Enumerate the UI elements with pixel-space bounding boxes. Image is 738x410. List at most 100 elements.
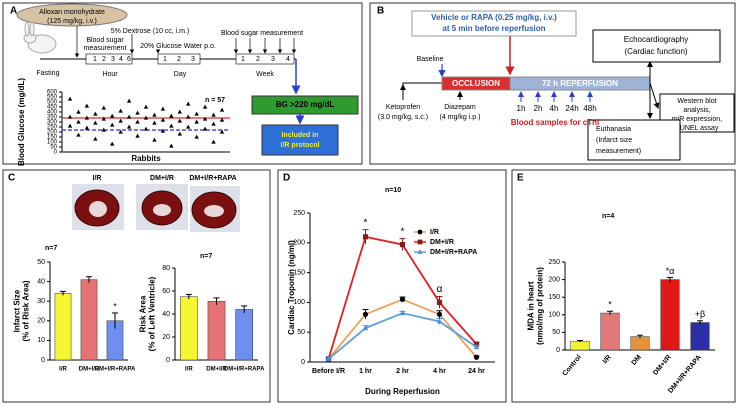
bar	[235, 309, 253, 361]
note: n=10	[385, 187, 401, 194]
hour: Hour	[102, 71, 118, 78]
outcome-box	[261, 124, 339, 156]
x-tick-label: DM+I/R	[652, 354, 673, 377]
note: n=7	[200, 253, 212, 260]
point	[67, 123, 73, 128]
point	[67, 96, 73, 101]
dextrose: 5% Dextrose (10 cc, i.m.)	[111, 28, 190, 35]
note: n = 57	[205, 97, 225, 104]
sample-time: 24h	[565, 104, 578, 113]
point	[143, 126, 149, 131]
panel-b-diagram: Vehicle or RAPA (0.25 mg/kg, i.v.) at 5 …	[378, 10, 735, 161]
sample-time: 2h	[534, 104, 543, 113]
marker	[436, 318, 443, 324]
point	[194, 134, 199, 139]
x-tick-label: I/R	[59, 367, 67, 373]
y-tick-label: 350	[47, 115, 58, 121]
point	[76, 119, 81, 124]
point	[194, 111, 199, 116]
y-tick-label: 200	[548, 276, 560, 283]
legend-label: DM+I/R+RAPA	[430, 249, 477, 256]
point	[219, 117, 225, 122]
significance: *	[401, 226, 405, 237]
y-tick-label: 200	[47, 130, 58, 136]
point	[135, 133, 140, 138]
criterion: BG >220 mg/dL	[276, 100, 335, 109]
diazepam: (4 mg/kg i.p.)	[440, 114, 481, 121]
x-tick-label: I/R	[602, 354, 613, 365]
point	[84, 125, 90, 130]
y-tick-label: 0	[301, 359, 305, 366]
significance: α	[437, 284, 443, 295]
bar	[630, 336, 650, 351]
x-tick-label: DM+I/R+RAPA	[95, 367, 136, 373]
point	[93, 136, 98, 141]
point	[76, 109, 81, 114]
point	[118, 118, 123, 123]
y-tick-label: 450	[47, 105, 58, 111]
point	[211, 121, 216, 126]
time-boxes	[85, 53, 295, 65]
marker	[473, 343, 480, 350]
point	[169, 123, 174, 128]
note: n=7	[45, 245, 57, 252]
day: Day	[174, 71, 187, 78]
legend-marker	[417, 249, 423, 254]
y-tick-label: 50	[37, 259, 45, 266]
arrows	[74, 26, 297, 58]
samples: Blood samples for cTnI	[511, 118, 599, 127]
point	[177, 131, 182, 136]
sample-time: 1h	[517, 104, 526, 113]
bar	[180, 296, 198, 361]
y-tick-label: 250	[548, 259, 560, 266]
significance: +β	[695, 309, 705, 319]
panel-label: A	[10, 6, 17, 17]
point	[152, 137, 157, 142]
panel-label: C	[8, 173, 15, 184]
measure: Blood sugar	[86, 37, 124, 44]
point	[160, 128, 166, 133]
sample-arrows	[518, 91, 593, 102]
y-tick-label: 20	[37, 318, 45, 325]
y-tick-label: 150	[293, 269, 305, 276]
marker	[362, 234, 369, 240]
y-tick-label: 50	[297, 329, 305, 336]
legend-marker	[417, 229, 423, 235]
point	[84, 103, 90, 108]
point	[67, 114, 73, 119]
x-tick-label: DM+I/R+RAPA	[667, 354, 703, 395]
assays: Western blot	[677, 98, 716, 105]
bar	[660, 279, 680, 351]
y-tick-label: 300	[47, 120, 58, 126]
y-tick-label: 500	[47, 100, 58, 106]
y-axis-label: (nmol/mg of protein)	[536, 267, 545, 345]
point	[211, 139, 216, 144]
bar	[690, 322, 710, 351]
point	[143, 104, 149, 109]
y-tick-label: 0	[54, 150, 58, 156]
y-tick-label: 150	[548, 294, 560, 301]
y-tick-label: 550	[47, 95, 58, 101]
point	[177, 118, 182, 123]
panel-label: D	[283, 173, 290, 184]
bar	[54, 293, 72, 361]
y-tick-label: 400	[47, 110, 58, 116]
y-tick-label: 0	[556, 347, 560, 354]
point	[76, 132, 81, 137]
point	[202, 116, 208, 121]
point	[186, 124, 191, 129]
euthanasia: Euthanasia	[596, 126, 631, 133]
x-tick-label: 1 hr	[359, 368, 372, 375]
x-tick-label: DM+I/R	[79, 367, 100, 373]
criterion-box	[251, 95, 359, 115]
point	[152, 112, 157, 117]
y-axis-label: MDA in heart	[527, 281, 536, 330]
day-tick: 3	[191, 56, 195, 63]
treatment-box	[411, 10, 577, 37]
significance: *	[364, 217, 368, 228]
point	[186, 101, 191, 106]
point	[152, 120, 157, 125]
y-tick-label: 20	[162, 334, 170, 341]
assays: TUNEL assay	[676, 125, 719, 132]
